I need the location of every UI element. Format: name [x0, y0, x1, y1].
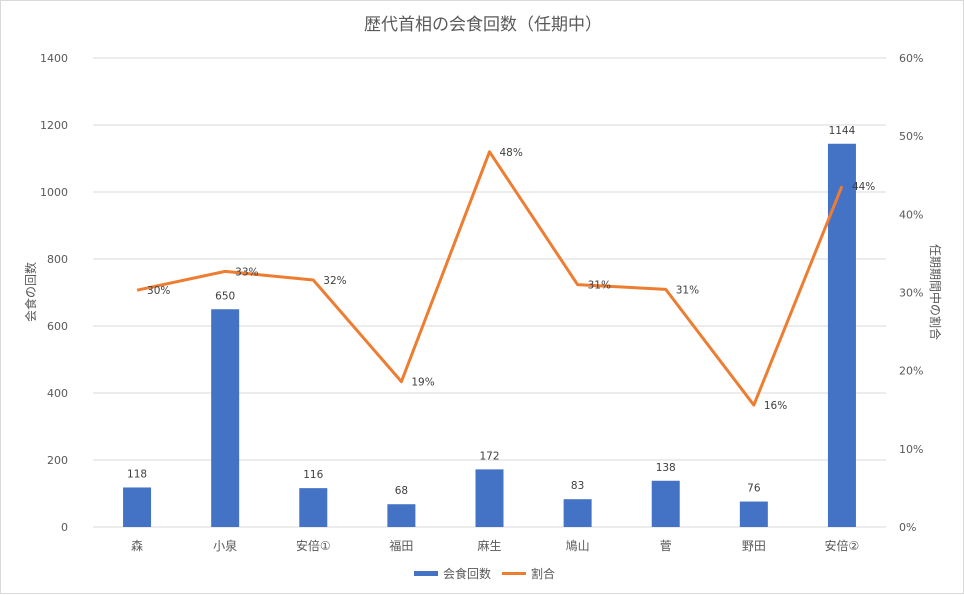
y-tick-label: 800	[47, 253, 68, 266]
y-tick-label: 0	[61, 521, 68, 534]
y2-tick-label: 50%	[899, 130, 923, 143]
x-tick-label: 菅	[660, 539, 672, 553]
legend-swatch-bar	[414, 571, 438, 576]
line-data-label: 32%	[323, 275, 346, 287]
x-axis-labels: 森 小泉 安倍① 福田 麻生 鳩山 菅 野田 安倍②	[131, 538, 859, 553]
x-tick-label: 鳩山	[566, 539, 590, 553]
y-tick-label: 1400	[40, 52, 68, 65]
y-tick-label: 200	[47, 454, 68, 467]
y2-tick-label: 20%	[899, 365, 923, 378]
bar-data-label: 138	[656, 462, 676, 474]
bar	[299, 488, 328, 527]
line-data-label: 33%	[235, 266, 258, 278]
y-tick-label: 400	[47, 387, 68, 400]
line-path	[136, 150, 844, 407]
bar-series: 118 650 116 68 172 83 138 76 1144	[123, 125, 856, 527]
line-data-label: 44%	[852, 181, 875, 193]
legend-label-bar: 会食回数	[443, 566, 491, 581]
bar-data-label: 116	[303, 469, 323, 481]
y-tick-label: 1000	[40, 186, 68, 199]
bar	[475, 469, 504, 527]
chart-title: 歴代首相の会食回数（任期中）	[364, 15, 602, 35]
bar	[563, 499, 592, 527]
bar	[387, 504, 416, 527]
line-data-label: 48%	[500, 147, 523, 159]
bar	[739, 501, 768, 527]
bar	[211, 309, 240, 527]
bar	[123, 487, 152, 527]
y-axis-title: 会食の回数	[23, 262, 38, 322]
bar-data-label: 68	[395, 485, 408, 497]
y2-tick-label: 40%	[899, 208, 923, 221]
x-tick-label: 福田	[389, 538, 413, 553]
bar-data-label: 83	[571, 480, 584, 492]
bar-data-label: 650	[215, 290, 235, 302]
bar-data-label: 1144	[829, 125, 856, 137]
line-data-label: 16%	[764, 400, 787, 412]
line-series: 30% 33% 32% 19% 48% 31% 31% 16% 44%	[136, 147, 875, 412]
y2-tick-label: 10%	[899, 443, 923, 456]
x-tick-label: 小泉	[213, 539, 237, 553]
legend: 会食回数 割合	[414, 566, 555, 581]
bar-data-label: 118	[127, 468, 147, 480]
line-data-label: 30%	[147, 285, 170, 297]
x-tick-label: 安倍②	[825, 538, 860, 553]
bar	[651, 480, 680, 527]
y2-tick-label: 0%	[899, 521, 916, 534]
y2-axis-ticks: 0% 10% 20% 30% 40% 50% 60%	[899, 52, 923, 534]
x-tick-label: 安倍①	[296, 538, 331, 553]
x-tick-label: 野田	[742, 539, 766, 553]
y-tick-label: 600	[47, 320, 68, 333]
x-tick-label: 森	[131, 538, 143, 553]
x-tick-label: 麻生	[477, 538, 501, 553]
y-tick-label: 1200	[40, 119, 68, 132]
bar-data-label: 76	[747, 483, 761, 495]
bar-data-label: 172	[479, 450, 499, 462]
line-data-label: 31%	[676, 284, 699, 296]
y2-tick-label: 30%	[899, 287, 923, 300]
line-data-label: 31%	[588, 280, 611, 292]
y-axis-ticks: 0 200 400 600 800 1000 1200 1400	[40, 52, 68, 534]
line-data-label: 19%	[411, 377, 434, 389]
bar	[827, 143, 856, 527]
y2-axis-title: 任期期間中の割合	[928, 244, 943, 340]
y2-tick-label: 60%	[899, 52, 923, 65]
legend-label-line: 割合	[531, 566, 555, 581]
